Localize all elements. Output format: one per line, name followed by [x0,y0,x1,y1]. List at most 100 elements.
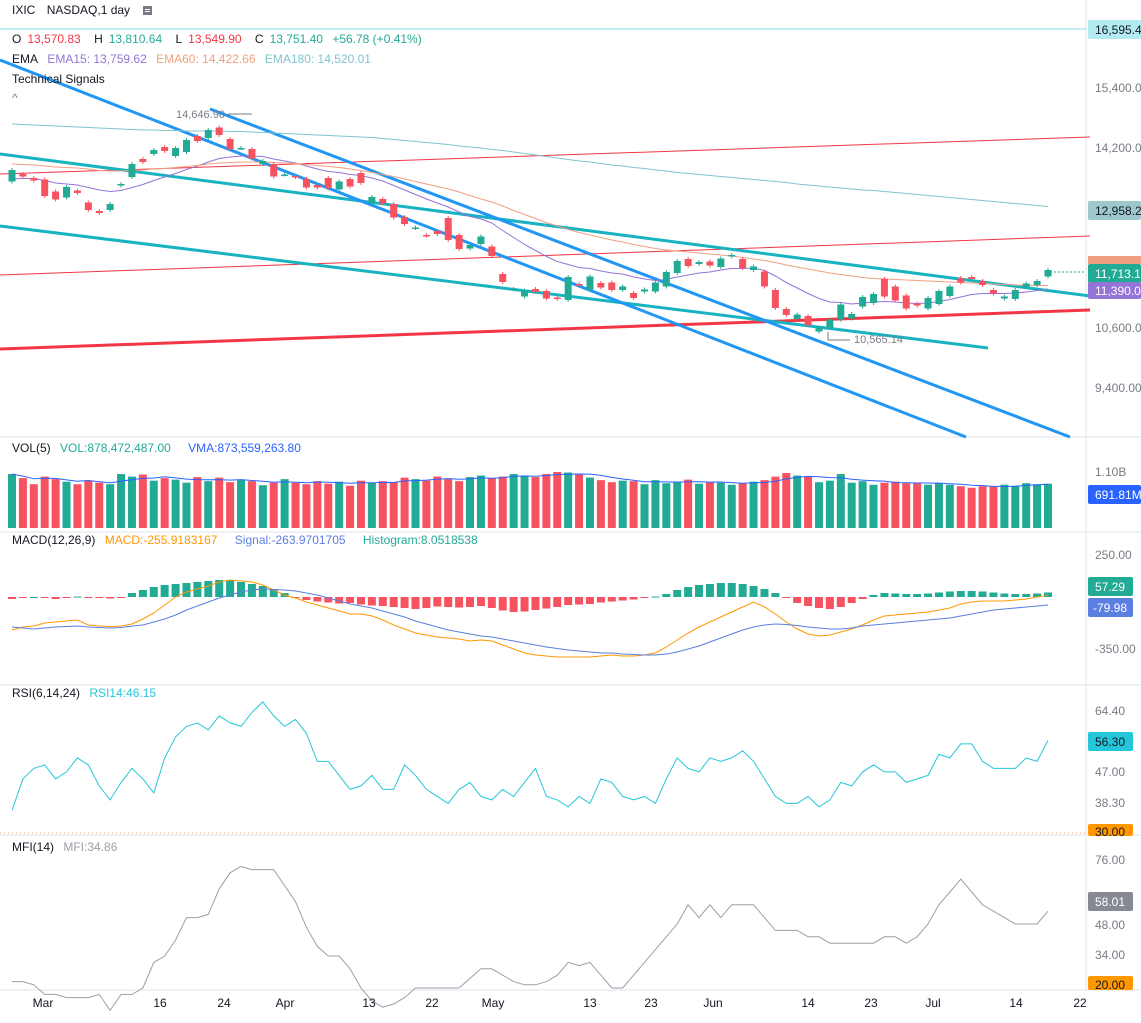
rsi-legend[interactable]: RSI(6,14,24) RSI14:46.15 [12,685,162,701]
candle-body [73,190,81,193]
volume-bar [1044,483,1052,528]
rsi-tick: 47.00 [1095,765,1125,779]
volume-bar [40,476,49,528]
candle-body [444,218,452,240]
candle-body [575,284,583,286]
candle-body [237,148,245,150]
candle-body [106,204,114,210]
candle-body [411,227,419,229]
volume-bar [869,484,878,528]
volume-bar [716,482,725,528]
ema15-value: EMA15: 13,759.62 [47,52,147,66]
volume-bar [1000,484,1009,528]
candle-body [128,164,136,177]
volume-bar [433,476,442,528]
exchange-interval: NASDAQ,1 day [46,3,131,17]
candle-body [760,271,768,287]
volume-bar [880,482,889,528]
macd-series [8,579,1052,658]
trend-line-teal-lower[interactable] [0,224,989,350]
candle-body [335,181,343,190]
macd-histogram-bar [847,597,856,603]
candle-body [826,319,834,328]
macd-line [11,579,1049,658]
macd-histogram-bar [18,597,27,598]
open-value: 13,570.83 [27,32,81,46]
rsi-legend-value: RSI14:46.15 [89,686,157,700]
candle-body [368,197,376,203]
macd-histogram-bar [542,597,551,609]
candle-body [542,291,550,299]
candle-body [935,291,943,304]
volume-bar [476,475,485,528]
macd-legend[interactable]: MACD(12,26,9) MACD:-255.9183167 Signal:-… [12,532,484,548]
candle-body [226,139,234,149]
macd-histogram-bar [575,597,584,605]
macd-histogram-bar [902,594,911,597]
volume-bars [8,472,1052,528]
ma-line-ema60 [11,161,1048,286]
volume-bar [902,483,911,528]
candle-body [804,316,812,325]
candle-body [52,191,60,200]
mfi-badge: 58.01 [1088,892,1133,911]
trend-line-red-support[interactable] [0,308,1091,351]
volume-bar [825,480,834,528]
macd-histogram-bar [618,597,627,601]
volume-bar [913,482,922,528]
macd-histogram-bar [138,590,147,597]
macd-histogram-bar [106,597,115,599]
rsi-series [11,701,1049,811]
trend-line-blue-2[interactable] [209,107,1071,439]
trend-line-teal-upper[interactable] [0,152,1091,298]
volume-bar [411,479,420,528]
volume-legend-name: VOL(5) [12,441,51,455]
macd-histogram-bar [117,597,126,598]
candle-body [95,211,103,213]
volume-bar [356,480,365,528]
volume-bar [858,481,867,528]
trend-line-blue-1[interactable] [0,58,967,439]
volume-bar [498,476,507,528]
list-icon[interactable] [143,6,153,16]
volume-legend-vol: VOL:878,472,487.00 [60,441,171,455]
volume-bar [378,481,387,528]
volume-legend[interactable]: VOL(5) VOL:878,472,487.00 VMA:873,559,26… [12,440,307,456]
symbol-name[interactable]: IXIC [12,3,36,17]
svg-text:-79.98: -79.98 [1093,601,1127,615]
volume-bar [182,482,191,528]
rsi-legend-name: RSI(6,14,24) [12,686,81,700]
technical-signals-legend[interactable]: Technical Signals [12,71,111,87]
trend-line-red-upper[interactable] [0,136,1091,175]
volume-bar [891,481,900,528]
collapse-legend-button[interactable]: ^ [12,90,24,106]
candle-body [488,246,496,256]
candle-body [521,290,529,297]
candlestick-series [8,125,1052,334]
macd-histogram-bar [127,593,136,597]
mfi-legend[interactable]: MFI(14) MFI:34.86 [12,839,123,855]
time-axis[interactable]: Mar 16 24 Apr 13 22 May 13 23 Jun 14 23 Jul 14 22 [33,996,1087,1010]
candle-body [292,176,300,178]
high-annotation: 14,646.90 [176,109,225,121]
candle-body [30,178,38,181]
volume-bar [455,481,464,528]
volume-bar [29,484,38,528]
macd-histogram-bar [891,593,900,597]
macd-tick: -350.00 [1095,642,1136,656]
ema-legend[interactable]: EMA EMA15: 13,759.62 EMA60: 14,422.66 EM… [12,51,377,67]
macd-histogram-bar [346,597,355,603]
macd-histogram-bar [651,596,660,598]
volume-bar [673,481,682,528]
macd-histogram-bar [433,597,442,607]
volume-bar [237,480,246,528]
macd-signal-line [11,588,1049,656]
macd-legend-histogram: Histogram:8.0518538 [362,533,478,547]
candle-body [84,202,92,210]
volume-bar [924,484,933,528]
macd-histogram-bar [695,585,704,597]
macd-histogram-bar [934,592,943,597]
price-tick: 10,600.00 [1095,321,1141,335]
